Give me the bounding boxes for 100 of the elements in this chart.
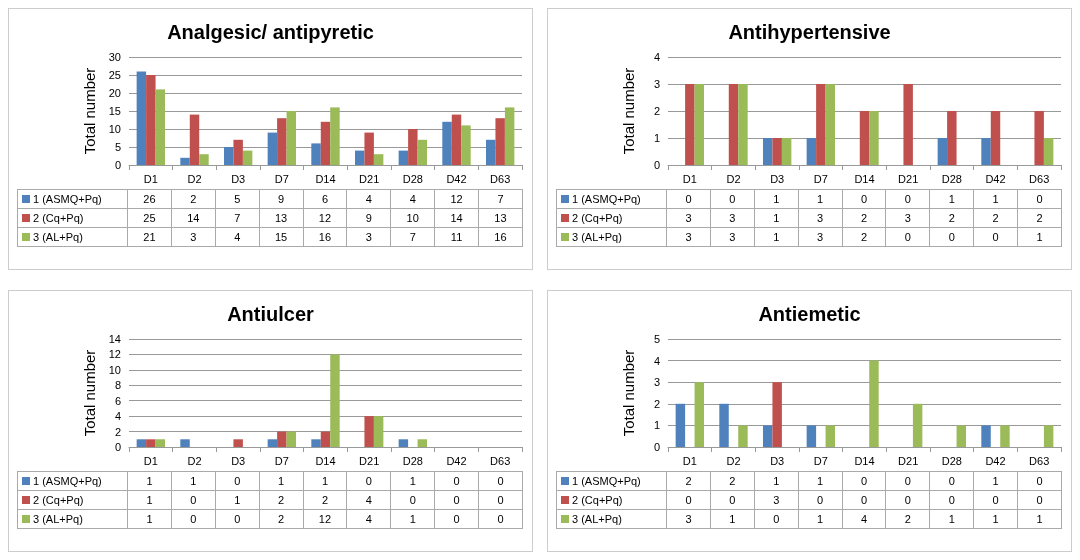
data-label: 7 (478, 189, 523, 209)
bar (1043, 425, 1054, 447)
data-label: 5 (215, 189, 260, 209)
data-label: 0 (666, 490, 711, 510)
data-label: 0 (929, 227, 974, 247)
bar (485, 139, 496, 165)
bar (398, 150, 409, 165)
bar (1000, 425, 1010, 447)
x-tick-label: D7 (274, 172, 289, 185)
data-label: 1 (798, 471, 842, 491)
bar (286, 431, 297, 447)
legend-label: 3 (AL+Pq) (556, 509, 667, 529)
data-label: 1 (303, 471, 347, 491)
bar (408, 129, 418, 165)
data-label: 13 (259, 208, 303, 228)
data-label: 6 (303, 189, 347, 209)
bar (180, 439, 190, 447)
data-label: 12 (434, 189, 479, 209)
bar (180, 157, 190, 165)
bar (981, 138, 991, 165)
data-label: 0 (710, 490, 755, 510)
data-label: 1 (1017, 227, 1062, 247)
x-tick-label: D2 (187, 454, 202, 467)
y-tick-label: 14 (108, 333, 121, 345)
data-label: 1 (259, 471, 303, 491)
data-label: 4 (346, 509, 391, 529)
bar (903, 84, 913, 165)
data-label: 2 (710, 471, 755, 491)
data-label: 0 (478, 490, 523, 510)
x-tick-label: D21 (359, 454, 380, 467)
bar (762, 425, 773, 447)
x-tick-label: D7 (274, 454, 289, 467)
bar (417, 139, 428, 165)
bar (286, 111, 297, 165)
legend-label: 1 (ASMQ+Pq) (556, 189, 667, 209)
bar (277, 118, 287, 165)
legend-label: 2 (Cq+Pq) (556, 208, 667, 228)
y-tick-label: 2 (653, 397, 660, 410)
data-label: 1 (127, 471, 172, 491)
bar (685, 84, 695, 165)
y-axis-title: Total number (620, 349, 637, 437)
x-tick-label: D1 (143, 172, 158, 185)
x-tick-label: D2 (187, 172, 202, 185)
data-label: 1 (754, 208, 799, 228)
data-label: 10 (390, 208, 435, 228)
legend-label: 1 (ASMQ+Pq) (17, 471, 128, 491)
bar (719, 403, 729, 447)
bar (728, 84, 739, 165)
x-tick-label: D3 (231, 172, 246, 185)
x-tick-label: D28 (941, 454, 962, 467)
data-label: 4 (390, 189, 435, 209)
data-label: 2 (171, 189, 216, 209)
x-tick-label: D42 (446, 454, 467, 467)
data-label: 2 (842, 227, 886, 247)
legend-label: 3 (AL+Pq) (556, 227, 667, 247)
bar (1043, 138, 1054, 165)
data-label: 0 (171, 490, 216, 510)
data-label: 0 (434, 509, 479, 529)
y-tick-label: 15 (108, 105, 121, 117)
data-label: 1 (710, 509, 755, 529)
bar (990, 111, 1001, 165)
x-tick-label: D42 (446, 172, 467, 185)
bar (146, 439, 156, 447)
data-label: 14 (434, 208, 479, 228)
data-label: 0 (171, 509, 216, 529)
bar (816, 84, 826, 165)
data-label: 2 (885, 509, 930, 529)
data-label: 0 (346, 471, 391, 491)
bar (1034, 111, 1044, 165)
data-label: 14 (171, 208, 216, 228)
data-label: 1 (973, 509, 1018, 529)
data-label: 3 (710, 227, 755, 247)
data-label: 3 (710, 208, 755, 228)
y-tick-label: 2 (114, 425, 121, 438)
data-label: 1 (390, 471, 435, 491)
bar (320, 121, 331, 165)
bar (364, 416, 374, 447)
data-label: 1 (390, 509, 435, 529)
data-label: 0 (666, 189, 711, 209)
data-label: 0 (885, 471, 930, 491)
bar (223, 147, 234, 165)
bar (136, 439, 147, 447)
data-label: 2 (303, 490, 347, 510)
bar (956, 425, 967, 447)
data-label: 3 (798, 208, 842, 228)
data-label: 12 (303, 509, 347, 529)
bar (825, 84, 836, 165)
x-tick-label: D63 (490, 172, 511, 185)
chart-title: Antiemetic (758, 303, 861, 325)
y-tick-label: 10 (108, 363, 121, 376)
bar (233, 139, 243, 165)
data-label: 0 (1017, 189, 1062, 209)
bar (806, 138, 817, 165)
bar (694, 382, 705, 447)
data-label: 0 (929, 471, 974, 491)
data-label: 0 (885, 490, 930, 510)
y-tick-label: 0 (114, 159, 121, 171)
bar (311, 143, 321, 165)
bar (825, 425, 836, 447)
bar (146, 75, 156, 165)
